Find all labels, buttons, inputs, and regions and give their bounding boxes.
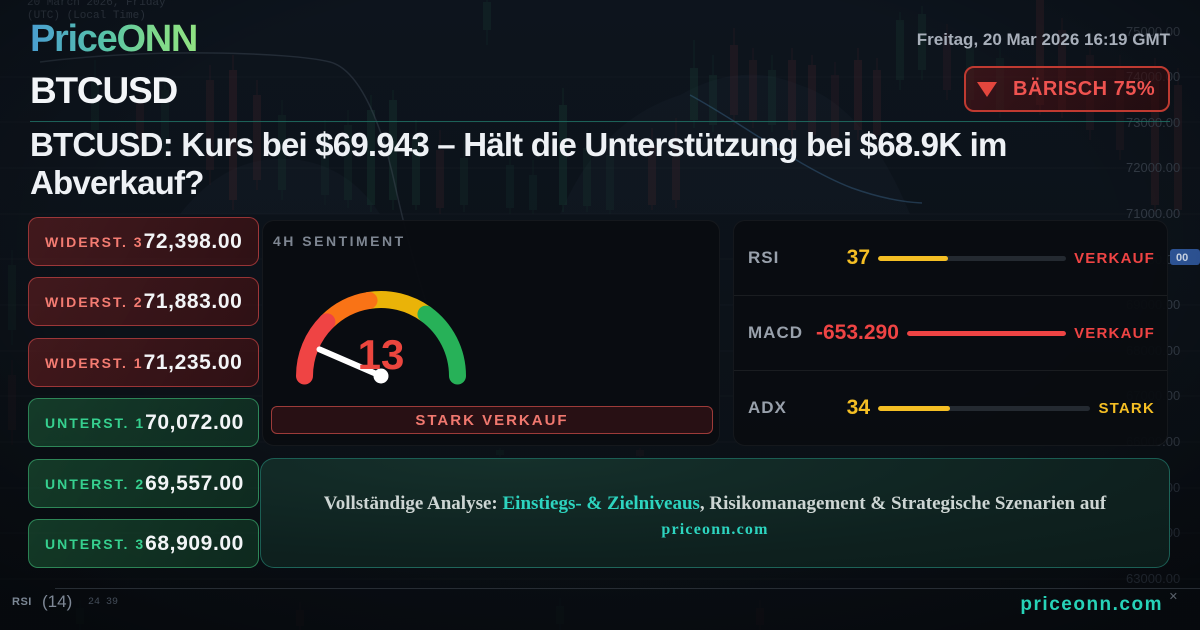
svg-text:13: 13	[358, 331, 405, 378]
